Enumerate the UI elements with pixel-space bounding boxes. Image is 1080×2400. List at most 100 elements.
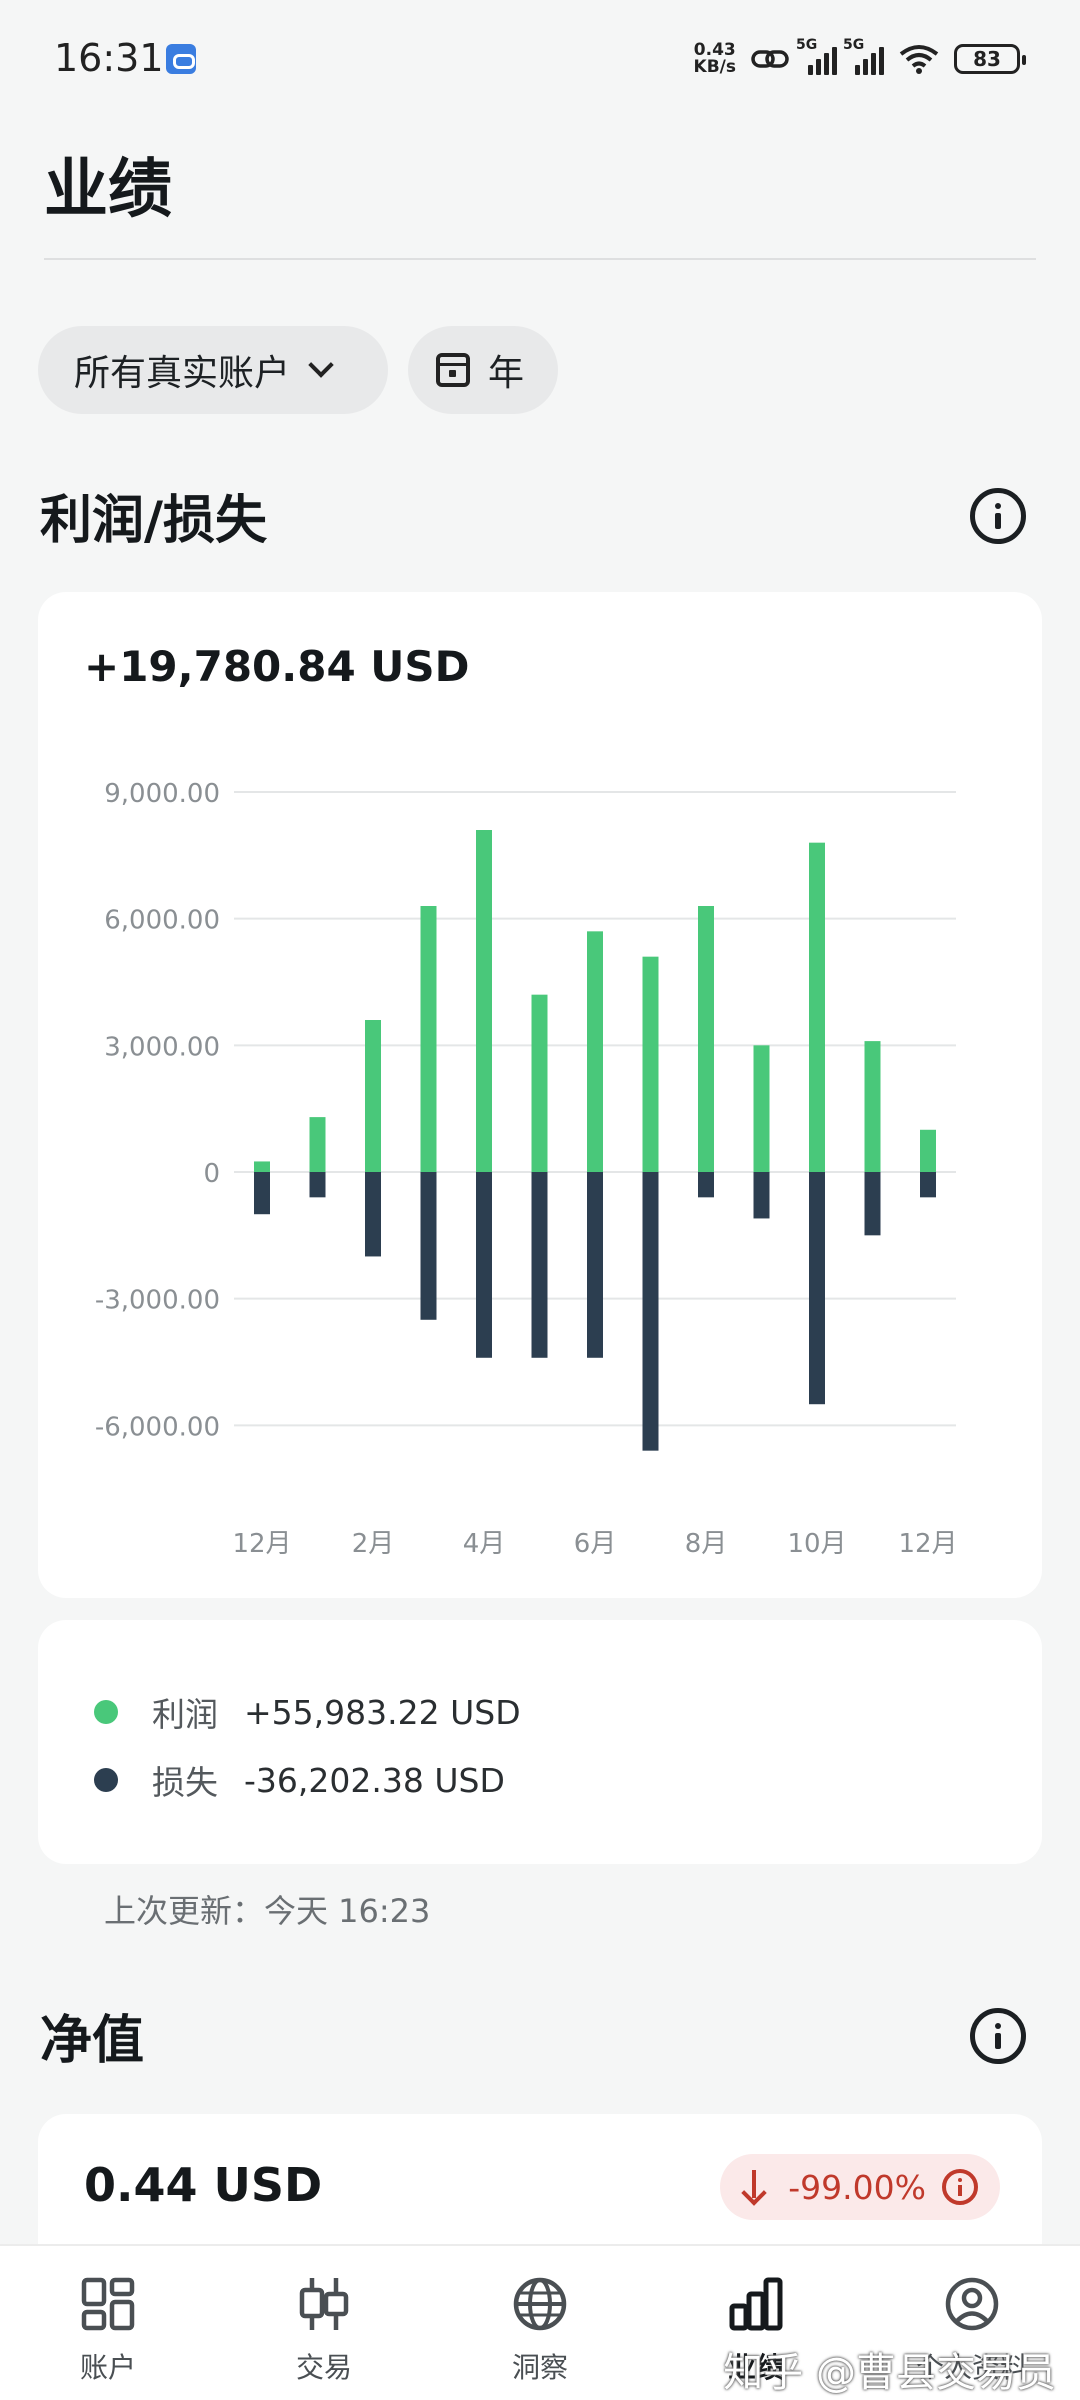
candlestick-icon (299, 2278, 349, 2330)
dashboard-icon (81, 2277, 135, 2331)
profit-loss-chart-card: +19,780.84 USD 9,000.00 6,000.00 3,000.00 0… (38, 592, 1042, 1598)
y-tick-label: 0 (203, 1159, 220, 1189)
page-title: 业绩 (44, 153, 172, 227)
profit-bar (864, 1041, 881, 1172)
info-icon (942, 2169, 978, 2205)
y-tick-label: 6,000.00 (104, 906, 220, 936)
loss-bar (698, 1172, 714, 1198)
battery-icon: 83 (954, 44, 1026, 74)
divider (44, 258, 1036, 260)
nav-label-insights: 洞察 (511, 2351, 568, 2384)
nav-label-accounts: 账户 (79, 2351, 136, 2384)
bottom-nav: 账户 交易 洞察 (0, 2244, 1080, 2400)
account-filter-label: 所有真实账户 (74, 353, 291, 394)
nav-item-profile[interactable]: 个人资料 (864, 2246, 1080, 2400)
profit-loss-total: +19,780.84 USD (84, 642, 470, 691)
loss-bar (254, 1172, 270, 1215)
nav-item-insights[interactable]: 洞察 (432, 2246, 648, 2400)
profit-bar (753, 1045, 770, 1172)
nav-label-trade: 交易 (295, 2351, 352, 2384)
chevron-down-icon (308, 352, 334, 378)
profit-loss-legend-card: 利润 +55,983.22 USD 损失 -36,202.38 USD (38, 1620, 1042, 1864)
nav-item-accounts[interactable]: 账户 (0, 2246, 216, 2400)
legend-profit: 利润 +55,983.22 USD (94, 1688, 521, 1736)
signal-type: 5G (796, 37, 818, 53)
profit-bar (420, 906, 437, 1172)
signal-icon: 5G (796, 37, 837, 75)
period-filter-label: 年 (488, 353, 525, 394)
y-tick-label: -3,000.00 (95, 1286, 220, 1316)
loss-bar (309, 1172, 326, 1198)
loss-bar (753, 1172, 770, 1219)
loss-bar (809, 1172, 825, 1405)
y-tick-label: 9,000.00 (104, 779, 220, 809)
bar-chart-icon (729, 2277, 783, 2331)
loss-bar (476, 1172, 492, 1358)
last-updated: 上次更新：今天 16:23 (104, 1892, 431, 1930)
x-tick-label: 4月 (463, 1529, 506, 1559)
legend-loss: 损失 -36,202.38 USD (94, 1756, 505, 1804)
profit-bar (476, 830, 492, 1172)
loss-bar (365, 1172, 381, 1257)
status-indicators: 0.43 KB/s 5G 5G 83 (694, 34, 1026, 84)
profit-dot (94, 1700, 118, 1724)
y-tick-label: 3,000.00 (104, 1032, 220, 1062)
loss-bar (864, 1172, 881, 1236)
x-tick-label: 6月 (574, 1529, 617, 1559)
legend-profit-value: +55,983.22 USD (244, 1692, 521, 1732)
legend-loss-value: -36,202.38 USD (244, 1760, 505, 1800)
net-value-title: 净值 (40, 2011, 145, 2071)
x-tick-label: 2月 (352, 1529, 395, 1559)
profit-bar (698, 906, 714, 1172)
net-value-info-icon[interactable] (970, 2008, 1026, 2064)
profit-bar (809, 842, 825, 1172)
signal-icon-2: 5G (843, 37, 884, 75)
x-tick-label: 8月 (685, 1529, 728, 1559)
x-tick-label: 12月 (232, 1529, 291, 1559)
net-value-change-badge[interactable]: -99.00% (720, 2154, 1000, 2220)
period-filter-button[interactable]: 年 (408, 326, 558, 414)
loss-bar (642, 1172, 659, 1451)
status-bar: 16:31 0.43 KB/s 5G 5G (0, 0, 1080, 120)
loss-bar (920, 1172, 936, 1198)
legend-profit-label: 利润 (152, 1695, 218, 1734)
profit-bar (920, 1129, 936, 1172)
account-filter-dropdown[interactable]: 所有真实账户 (38, 326, 388, 414)
calendar-icon (436, 353, 470, 387)
x-tick-label: 10月 (787, 1529, 846, 1559)
globe-icon (513, 2277, 567, 2331)
signal-type-2: 5G (843, 37, 865, 53)
nav-item-performance[interactable]: 业绩 (648, 2246, 864, 2400)
profit-bar (587, 931, 603, 1172)
loss-bar (531, 1172, 548, 1358)
net-value-amount: 0.44 USD (84, 2158, 323, 2212)
nav-label-performance: 业绩 (727, 2351, 784, 2384)
profit-loss-bar-chart: 9,000.00 6,000.00 3,000.00 0 -3,000.00 -6,000… (95, 779, 958, 1559)
profile-icon (945, 2277, 999, 2331)
net-speed-unit: KB/s (693, 57, 736, 77)
profit-bar (254, 1161, 270, 1172)
net-speed: 0.43 KB/s (694, 42, 736, 76)
profit-bar (642, 956, 659, 1172)
legend-loss-label: 损失 (152, 1763, 218, 1802)
loss-bar (587, 1172, 603, 1358)
profit-loss-title: 利润/损失 (40, 491, 267, 551)
nav-item-trade[interactable]: 交易 (216, 2246, 432, 2400)
loss-dot (94, 1768, 118, 1792)
profit-bar (309, 1117, 326, 1172)
nav-label-profile: 个人资料 (915, 2351, 1028, 2384)
profit-bar (531, 994, 548, 1172)
profit-bar (365, 1020, 381, 1172)
net-value-change: -99.00% (788, 2167, 926, 2207)
watermark: 知乎 @曹县交易员 (723, 2350, 1056, 2396)
info-icon[interactable] (970, 488, 1026, 544)
x-tick-label: 12月 (898, 1529, 957, 1559)
y-tick-label: -6,000.00 (95, 1412, 220, 1442)
wifi-icon (899, 45, 939, 74)
status-time: 16:31 (54, 36, 164, 80)
loss-bar (420, 1172, 437, 1320)
link-icon (751, 50, 789, 68)
arrow-down-icon (740, 2170, 768, 2204)
net-speed-value: 0.43 (693, 40, 736, 60)
